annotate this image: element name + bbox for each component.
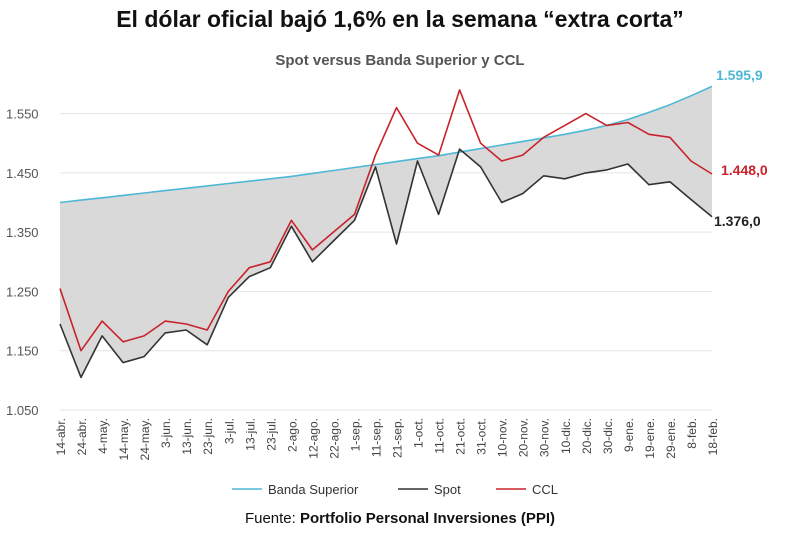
y-tick-label: 1.550 xyxy=(6,107,39,122)
chart-subtitle: Spot versus Banda Superior y CCL xyxy=(275,52,525,69)
y-tick-label: 1.350 xyxy=(6,225,39,240)
x-tick-label: 13-jul. xyxy=(243,418,257,451)
line-chart: 1.050 1.150 1.250 1.350 1.450 1.550 14-abr. 24… xyxy=(6,67,768,497)
source-name: Portfolio Personal Inversiones (PPI) xyxy=(299,510,556,527)
x-tick-label: 12-ago. xyxy=(306,418,320,459)
source-label: Fuente: xyxy=(244,510,296,527)
x-tick-label: 3-jun. xyxy=(159,418,173,448)
series-line-ccl xyxy=(59,89,713,352)
x-tick-label: 29-ene. xyxy=(664,418,678,459)
series-line-banda xyxy=(59,85,713,204)
x-tick-label: 13-jun. xyxy=(180,418,194,455)
end-label-banda: 1.595,9 xyxy=(716,67,763,83)
x-tick-label: 10-nov. xyxy=(496,418,510,457)
source-note: Fuente: Portfolio Personal Inversiones (… xyxy=(0,510,800,527)
x-tick-label: 3-jul. xyxy=(222,418,236,444)
x-tick-label: 30-dic. xyxy=(601,418,615,454)
x-tick-label: 20-dic. xyxy=(580,418,594,454)
x-tick-label: 21-sep. xyxy=(391,418,405,458)
legend-label-spot: Spot xyxy=(434,482,461,497)
end-label-spot: 1.376,0 xyxy=(714,213,761,229)
x-tick-label: 18-feb. xyxy=(706,418,720,455)
x-tick-label: 10-dic. xyxy=(559,418,573,454)
x-tick-label: 1-oct. xyxy=(412,418,426,448)
x-tick-label: 14-abr. xyxy=(54,418,68,455)
x-tick-label: 30-nov. xyxy=(538,418,552,457)
y-tick-label: 1.150 xyxy=(6,344,39,359)
x-tick-label: 21-oct. xyxy=(454,418,468,455)
x-tick-label: 19-ene. xyxy=(643,418,657,459)
x-tick-label: 11-oct. xyxy=(433,418,447,454)
x-tick-label: 20-nov. xyxy=(517,418,531,457)
y-tick-label: 1.250 xyxy=(6,284,39,299)
legend-label-banda: Banda Superior xyxy=(268,482,359,497)
x-tick-label: 31-oct. xyxy=(475,418,489,455)
y-tick-label: 1.050 xyxy=(6,403,39,418)
x-tick-label: 2-ago. xyxy=(285,418,299,452)
x-tick-label: 11-sep. xyxy=(369,418,383,457)
x-tick-label: 4-may. xyxy=(96,418,110,454)
x-tick-label: 22-ago. xyxy=(327,418,341,459)
band-gap-area xyxy=(60,86,712,378)
x-tick-label: 24-abr. xyxy=(75,418,89,455)
x-tick-label: 23-jun. xyxy=(201,418,215,455)
x-tick-label: 9-ene. xyxy=(622,418,636,452)
x-tick-label: 1-sep. xyxy=(348,418,362,451)
legend-label-ccl: CCL xyxy=(532,482,558,497)
end-label-ccl: 1.448,0 xyxy=(721,162,768,178)
x-tick-label: 23-jul. xyxy=(264,418,278,451)
x-tick-label: 14-may. xyxy=(117,418,131,460)
x-tick-label: 8-feb. xyxy=(685,418,699,449)
chart-title: El dólar oficial bajó 1,6% en la semana … xyxy=(116,6,684,32)
series-line-spot xyxy=(59,148,713,379)
x-tick-label: 24-may. xyxy=(138,418,152,460)
y-tick-label: 1.450 xyxy=(6,166,39,181)
